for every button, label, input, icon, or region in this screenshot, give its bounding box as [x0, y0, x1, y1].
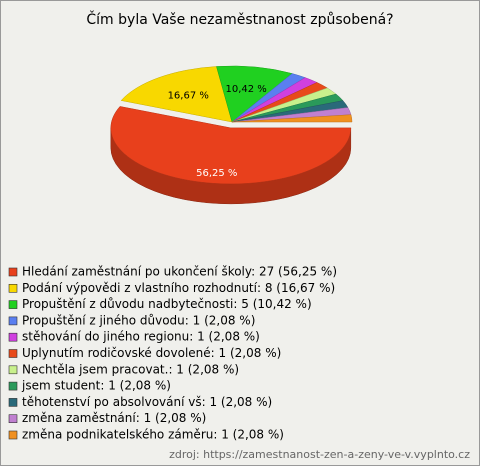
value-label: 16,67 % — [168, 90, 209, 101]
legend-swatch — [8, 283, 18, 293]
legend-label: Propuštění z důvodu nadbytečnosti: 5 (10… — [22, 297, 312, 311]
legend-label: Nechtěla jsem pracovat.: 1 (2,08 %) — [22, 362, 239, 376]
legend-swatch — [8, 267, 18, 277]
chart-title: Čím byla Vaše nezaměstnanost způsobená? — [86, 10, 393, 28]
legend-swatch — [8, 332, 18, 342]
slice — [231, 114, 353, 123]
value-label: 56,25 % — [196, 168, 237, 179]
legend-label: Hledání zaměstnání po ukončení školy: 27… — [22, 265, 337, 279]
legend-swatch — [8, 365, 18, 375]
legend-label: stěhování do jiného regionu: 1 (2,08 %) — [22, 330, 260, 344]
slice — [110, 106, 352, 185]
legend-label: změna podnikatelského záměru: 1 (2,08 %) — [22, 428, 284, 442]
legend-label: jsem student: 1 (2,08 %) — [21, 379, 171, 393]
value-label: 10,42 % — [225, 84, 266, 95]
legend-label: Podání výpovědi z vlastního rozhodnutí: … — [22, 281, 335, 295]
legend-label: změna zaměstnání: 1 (2,08 %) — [22, 411, 206, 425]
legend-swatch — [8, 430, 18, 440]
slice — [216, 65, 293, 123]
legend-swatch — [8, 398, 18, 407]
legend-label: těhotenství po absolvování vš: 1 (2,08 %… — [22, 395, 272, 409]
source: zdroj: https://zamestnanost-zen-a-zeny-v… — [169, 448, 470, 461]
legend-label: Propuštění z jiného důvodu: 1 (2,08 %) — [22, 313, 255, 327]
legend-swatch — [8, 414, 18, 424]
legend-swatch — [8, 381, 18, 391]
legend-swatch — [8, 300, 18, 309]
legend-swatch — [8, 316, 18, 326]
legend-swatch — [8, 349, 18, 358]
slice — [120, 66, 233, 123]
legend-label: Uplynutím rodičovské dovolené: 1 (2,08 %… — [22, 346, 281, 360]
